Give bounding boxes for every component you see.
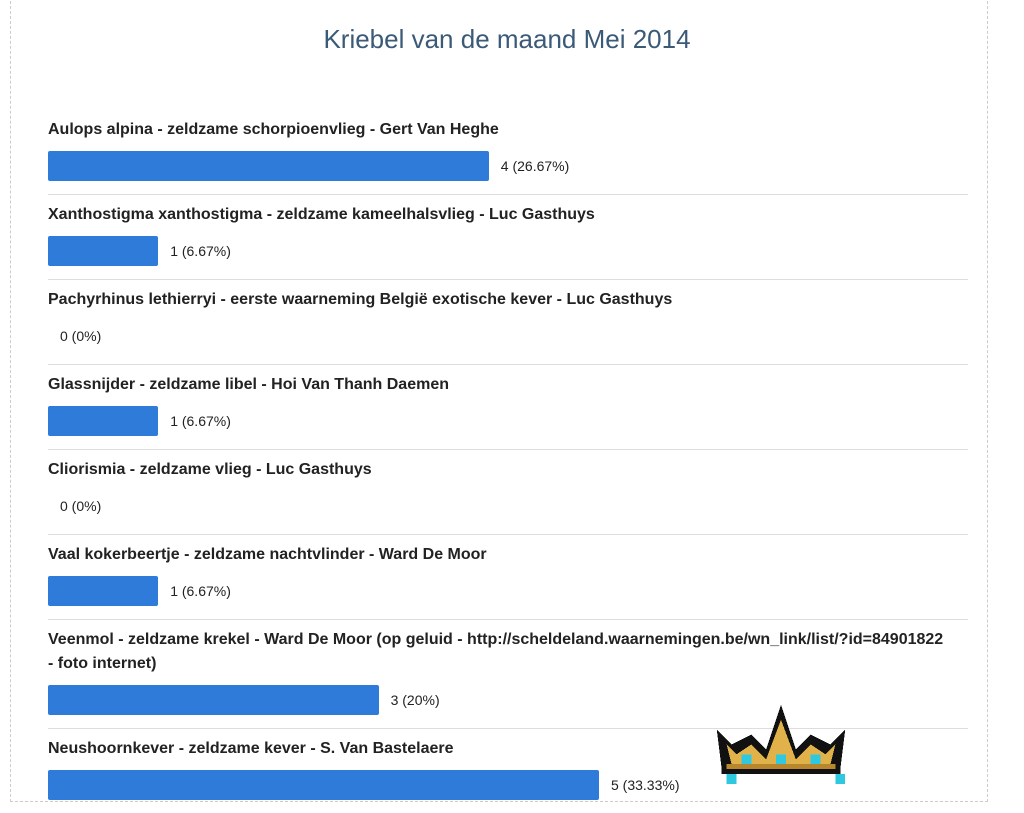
poll-row: Xanthostigma xanthostigma - zeldzame kam… xyxy=(48,195,968,280)
option-label: Vaal kokerbeertje - zeldzame nachtvlinde… xyxy=(48,546,487,563)
option-label: Xanthostigma xanthostigma - zeldzame kam… xyxy=(48,206,595,223)
value-label: 3 (20%) xyxy=(390,692,440,708)
value-label: 5 (33.33%) xyxy=(611,777,680,793)
option-label: Veenmol - zeldzame krekel - Ward De Moor… xyxy=(48,631,944,672)
crown-icon xyxy=(716,704,846,784)
poll-row: Pachyrhinus lethierryi - eerste waarnemi… xyxy=(48,280,968,365)
value-label: 0 (0%) xyxy=(60,328,102,344)
bar-line: 4 (26.67%) xyxy=(48,151,968,181)
option-label: Pachyrhinus lethierryi - eerste waarnemi… xyxy=(48,291,673,308)
value-label: 0 (0%) xyxy=(60,498,102,514)
poll-row: Aulops alpina - zeldzame schorpioenvlieg… xyxy=(48,110,968,195)
bar-line: 1 (6.67%) xyxy=(48,576,968,606)
poll-title: Kriebel van de maand Mei 2014 xyxy=(323,24,691,54)
bar-line: 0 (0%) xyxy=(48,491,968,521)
option-label: Glassnijder - zeldzame libel - Hoi Van T… xyxy=(48,376,449,393)
value-label: 4 (26.67%) xyxy=(500,158,570,174)
poll-frame xyxy=(10,0,988,802)
option-label: Neushoornkever - zeldzame kever - S. Van… xyxy=(48,740,454,757)
option-label: Cliorismia - zeldzame vlieg - Luc Gasthu… xyxy=(48,461,372,478)
poll-row: Vaal kokerbeertje - zeldzame nachtvlinde… xyxy=(48,535,968,620)
poll-row: Glassnijder - zeldzame libel - Hoi Van T… xyxy=(48,365,968,450)
option-label: Aulops alpina - zeldzame schorpioenvlieg… xyxy=(48,121,499,138)
bar xyxy=(48,685,379,715)
bar xyxy=(48,151,489,181)
bar-line: 0 (0%) xyxy=(48,321,968,351)
value-label: 1 (6.67%) xyxy=(170,413,231,429)
bar xyxy=(48,576,159,606)
bar-line: 1 (6.67%) xyxy=(48,406,968,436)
bar-line: 1 (6.67%) xyxy=(48,236,968,266)
bar xyxy=(48,406,159,436)
bar-line: 3 (20%) xyxy=(48,685,968,715)
poll-row: Veenmol - zeldzame krekel - Ward De Moor… xyxy=(48,620,968,729)
value-label: 1 (6.67%) xyxy=(170,243,231,259)
bar xyxy=(48,770,599,800)
bar xyxy=(48,236,159,266)
poll-rows: Aulops alpina - zeldzame schorpioenvlieg… xyxy=(48,110,968,813)
poll-row: Cliorismia - zeldzame vlieg - Luc Gasthu… xyxy=(48,450,968,535)
bar-line: 5 (33.33%) xyxy=(48,770,968,800)
value-label: 1 (6.67%) xyxy=(170,583,231,599)
poll-row: Neushoornkever - zeldzame kever - S. Van… xyxy=(48,729,968,813)
